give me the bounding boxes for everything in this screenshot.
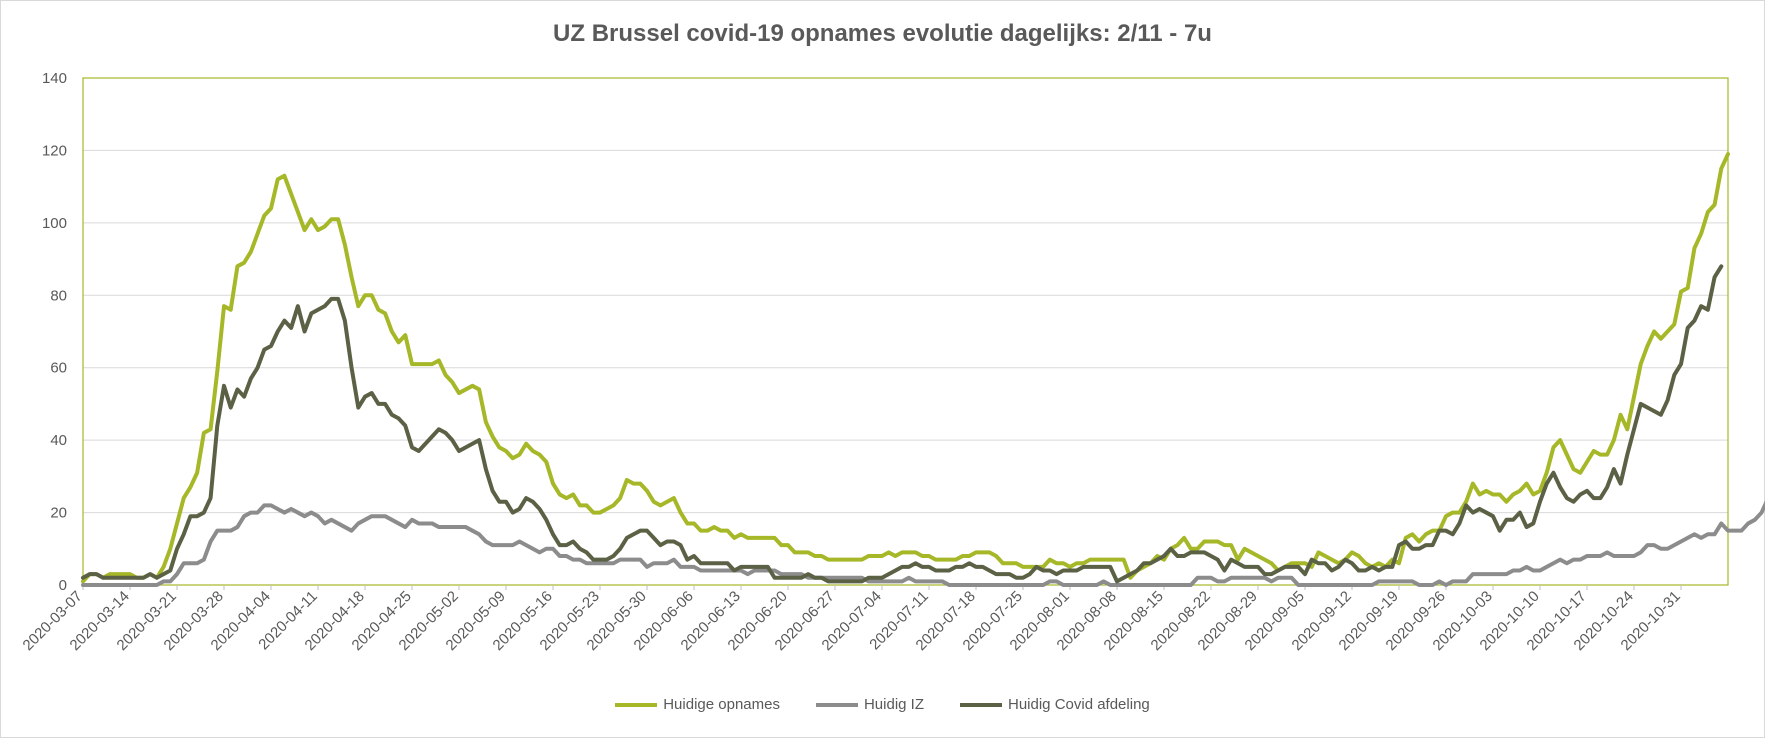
y-tick-label: 60 [50,360,67,377]
legend-label-iz: Huidig IZ [863,696,924,713]
legend-label-afdeling: Huidig Covid afdeling [1008,696,1150,713]
y-tick-label: 20 [50,505,67,522]
legend-item-opnames: Huidige opnames [615,696,780,713]
legend: Huidige opnames Huidig IZ Huidig Covid a… [0,696,1765,713]
series-line-1 [81,500,1765,587]
y-tick-label: 40 [50,432,67,449]
y-tick-label: 120 [42,142,67,159]
legend-swatch-afdeling [960,702,1002,707]
chart-title: UZ Brussel covid-19 opnames evolutie dag… [553,20,1212,47]
legend-label-opnames: Huidige opnames [663,696,780,713]
legend-swatch-iz [815,702,858,707]
plot-area-border [82,77,1729,586]
y-tick-label: 100 [42,215,67,232]
y-tick-label: 140 [42,70,67,87]
legend-swatch-opnames [615,702,658,707]
legend-item-iz: Huidig IZ [815,696,924,713]
y-tick-label: 80 [50,287,67,304]
series-line-2 [81,264,1724,584]
y-tick-label: 0 [59,577,67,594]
legend-item-afdeling: Huidig Covid afdeling [960,696,1150,713]
series-line-0 [81,152,1730,584]
